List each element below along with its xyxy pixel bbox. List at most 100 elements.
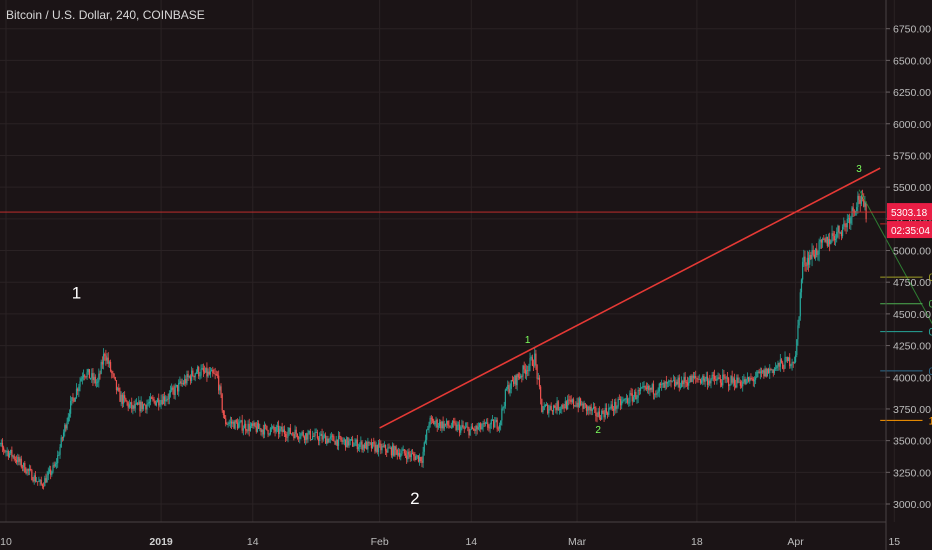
candle-body bbox=[718, 377, 720, 380]
candle-body bbox=[332, 435, 334, 437]
candle-body bbox=[391, 445, 394, 456]
price-tick-label: 4250.00 bbox=[893, 341, 931, 353]
candle-body bbox=[196, 367, 199, 373]
candle-body bbox=[328, 438, 330, 443]
fib-level-label: 0.618 bbox=[929, 327, 932, 339]
candle-body bbox=[564, 401, 566, 409]
candle-body bbox=[327, 438, 329, 443]
current-price-badge bbox=[887, 203, 932, 221]
candle-body bbox=[174, 386, 176, 395]
candle-body bbox=[823, 238, 825, 240]
candle-body bbox=[357, 447, 360, 450]
candle-body bbox=[497, 428, 499, 430]
candle-body bbox=[213, 372, 215, 374]
candle-body bbox=[155, 402, 157, 406]
candle-body bbox=[434, 422, 436, 425]
candle-body bbox=[560, 408, 562, 410]
candle-body bbox=[441, 421, 443, 429]
candle-body bbox=[570, 399, 572, 403]
candle-body bbox=[73, 398, 75, 402]
candle-body bbox=[760, 371, 763, 373]
candle-body bbox=[789, 357, 791, 367]
candle-body bbox=[755, 377, 757, 380]
time-tick-label: 14 bbox=[465, 536, 477, 548]
candle-body bbox=[664, 381, 666, 388]
candle-body bbox=[14, 459, 16, 461]
candle-body bbox=[293, 434, 295, 439]
price-tick-label: 6750.00 bbox=[893, 24, 931, 36]
candle-body bbox=[779, 359, 781, 367]
candle-body bbox=[651, 384, 653, 390]
candle-body bbox=[475, 425, 477, 431]
candle-body bbox=[696, 377, 698, 379]
candle-body bbox=[322, 435, 324, 440]
candle-body bbox=[565, 401, 568, 409]
candle-body bbox=[97, 381, 99, 383]
candle-body bbox=[46, 475, 48, 483]
candle-body bbox=[232, 421, 234, 424]
drawings-layer: 0.2360.3820.50.6180.7861123412345 bbox=[0, 164, 932, 508]
time-tick-label: Mar bbox=[568, 536, 587, 548]
candle-body bbox=[802, 261, 804, 280]
candle-body bbox=[61, 437, 63, 439]
candle-body bbox=[814, 248, 817, 258]
candle-body bbox=[364, 442, 367, 449]
candle-body bbox=[363, 444, 365, 449]
candle-body bbox=[756, 371, 758, 378]
time-tick-label: Apr bbox=[787, 536, 804, 548]
candle-body bbox=[17, 457, 19, 463]
candle-body bbox=[496, 419, 498, 429]
candle-body bbox=[485, 422, 488, 424]
candle-body bbox=[574, 405, 576, 407]
candle-body bbox=[247, 423, 249, 432]
candle-body bbox=[355, 439, 357, 444]
candle-body bbox=[796, 339, 798, 356]
candle-body bbox=[67, 416, 69, 422]
candle-body bbox=[299, 437, 301, 439]
candle-body bbox=[30, 469, 32, 471]
candle-body bbox=[449, 426, 451, 428]
candle-body bbox=[60, 437, 62, 447]
candle-body bbox=[339, 435, 341, 437]
candle-body bbox=[5, 451, 7, 453]
candle-body bbox=[394, 446, 396, 456]
candle-body bbox=[395, 446, 397, 450]
candle-body bbox=[266, 425, 268, 431]
candle-body bbox=[753, 379, 756, 382]
candle-body bbox=[717, 377, 719, 379]
candle-body bbox=[498, 425, 501, 429]
candle-body bbox=[554, 405, 556, 408]
candle-body bbox=[126, 401, 128, 403]
candle-body bbox=[323, 435, 326, 437]
candle-body bbox=[649, 387, 651, 391]
candle-body bbox=[623, 399, 625, 401]
candle-body bbox=[476, 425, 478, 430]
candle-body bbox=[102, 354, 105, 365]
candle-body bbox=[39, 479, 41, 482]
candle-body bbox=[411, 453, 414, 455]
candle-body bbox=[530, 357, 532, 359]
candle-body bbox=[453, 421, 455, 423]
candle-body bbox=[461, 425, 463, 428]
candle-body bbox=[865, 201, 867, 220]
candle-body bbox=[303, 436, 306, 441]
candle-body bbox=[370, 442, 373, 449]
candle-body bbox=[782, 362, 784, 369]
candle-body bbox=[335, 439, 337, 445]
candle-body bbox=[724, 376, 726, 379]
candle-body bbox=[430, 417, 432, 419]
candle-body bbox=[712, 374, 714, 376]
candle-body bbox=[703, 375, 705, 382]
candle-body bbox=[360, 441, 362, 445]
candle-body bbox=[591, 408, 593, 412]
candle-body bbox=[773, 368, 776, 374]
candle-body bbox=[612, 408, 615, 411]
candle-body bbox=[307, 433, 309, 440]
candle-body bbox=[113, 373, 115, 377]
candle-body bbox=[557, 401, 559, 410]
candle-body bbox=[245, 423, 247, 431]
candle-body bbox=[346, 437, 348, 448]
candle-body bbox=[771, 369, 773, 371]
